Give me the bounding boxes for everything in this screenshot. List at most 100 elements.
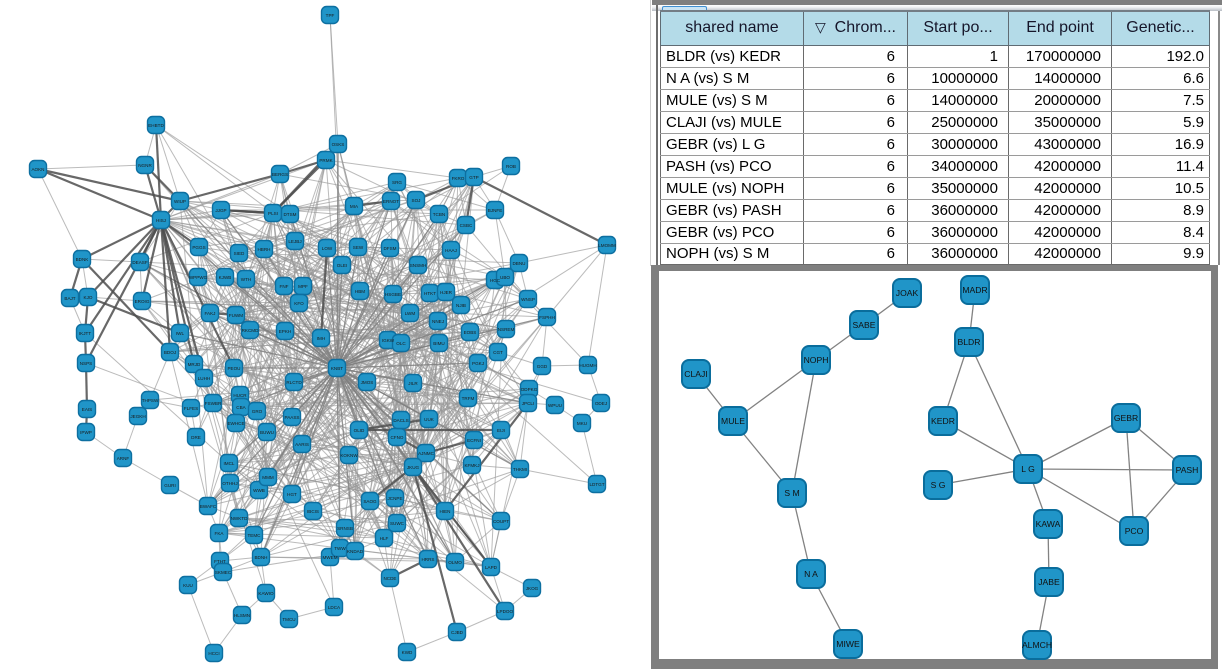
svg-text:WNSP: WNSP — [521, 297, 535, 302]
svg-text:DBNU: DBNU — [512, 261, 525, 266]
svg-text:BAJT: BAJT — [64, 296, 75, 301]
svg-text:EAIS: EAIS — [82, 407, 92, 412]
svg-text:PEOU: PEOU — [227, 366, 240, 371]
svg-text:SRG: SRG — [392, 180, 402, 185]
svg-text:NWKTD: NWKTD — [231, 516, 249, 521]
svg-text:FNF: FNF — [280, 284, 289, 289]
svg-text:LPDOO: LPDOO — [497, 609, 514, 614]
svg-text:NSPS: NSPS — [80, 361, 93, 366]
svg-text:KOKNW: KOKNW — [340, 453, 358, 458]
svg-text:HTKT: HTKT — [424, 291, 436, 296]
svg-text:DRE: DRE — [191, 435, 201, 440]
svg-text:ROB: ROB — [506, 164, 516, 169]
svg-text:SRNSB: SRNSB — [337, 526, 353, 531]
svg-text:N A: N A — [804, 569, 818, 579]
svg-text:NSREM: NSREM — [498, 327, 515, 332]
svg-text:GTP: GTP — [469, 175, 478, 180]
svg-text:AJNMC: AJNMC — [418, 451, 435, 456]
svg-text:FSWBR: FSWBR — [205, 401, 222, 406]
svg-text:FUWM: FUWM — [229, 313, 243, 318]
svg-text:JPCLI: JPCLI — [522, 401, 535, 406]
svg-text:KWD: KWD — [402, 650, 413, 655]
svg-text:ERNOT: ERNOT — [383, 199, 399, 204]
svg-text:HLF: HLF — [380, 536, 389, 541]
svg-text:JABE: JABE — [1038, 577, 1060, 587]
svg-text:IPWP: IPWP — [80, 430, 92, 435]
svg-text:UUK: UUK — [424, 417, 435, 422]
svg-text:MPF: MPF — [298, 284, 308, 289]
svg-text:KFO: KFO — [294, 301, 304, 306]
svg-text:HUGMH: HUGMH — [579, 363, 596, 368]
svg-text:CSBC: CSBC — [460, 223, 473, 228]
svg-text:MMM: MMM — [262, 475, 274, 480]
svg-text:BWAFC: BWAFC — [200, 504, 217, 509]
svg-text:FAKJ: FAKJ — [205, 311, 216, 316]
svg-text:PAASS: PAASS — [285, 415, 300, 420]
svg-text:HUCR: HUCR — [233, 393, 247, 398]
svg-text:JEGKH: JEGKH — [130, 414, 145, 419]
svg-text:EROIG: EROIG — [135, 299, 150, 304]
svg-text:FTHT: FTHT — [214, 559, 226, 564]
svg-text:GGD: GGD — [537, 364, 548, 369]
svg-text:FLFES: FLFES — [184, 406, 198, 411]
svg-text:JMOS: JMOS — [361, 380, 374, 385]
svg-text:OLC: OLC — [396, 341, 406, 346]
svg-text:CJBD: CJBD — [451, 630, 464, 635]
svg-text:ALMCH: ALMCH — [1022, 640, 1052, 650]
svg-text:BDNK: BDNK — [76, 257, 90, 262]
svg-text:BDOJ: BDOJ — [164, 350, 176, 355]
svg-text:BLDR: BLDR — [958, 337, 981, 347]
svg-text:PGGS: PGGS — [192, 245, 205, 250]
svg-text:KJWB: KJWB — [219, 275, 232, 280]
svg-text:ARNF: ARNF — [117, 456, 130, 461]
svg-text:THPSW: THPSW — [142, 398, 159, 403]
svg-text:JKOG: JKOG — [526, 586, 539, 591]
svg-text:HRRS: HRRS — [421, 557, 434, 562]
svg-text:LWM: LWM — [405, 311, 416, 316]
svg-text:EOBS: EOBS — [464, 330, 477, 335]
svg-text:KFMKJ: KFMKJ — [464, 463, 479, 468]
svg-text:DTSM: DTSM — [283, 212, 296, 217]
svg-text:LDCA: LDCA — [328, 605, 341, 610]
svg-text:SNSMH: SNSMH — [410, 263, 427, 268]
svg-text:TPF: TPF — [326, 13, 335, 18]
svg-text:WPPWG: WPPWG — [189, 275, 208, 280]
svg-text:DACLS: DACLS — [393, 418, 408, 423]
svg-text:EHBTD: EHBTD — [148, 123, 164, 128]
svg-text:HIEN: HIEN — [440, 509, 451, 514]
svg-text:ODPKG: ODPKG — [521, 387, 538, 392]
svg-text:HJER: HJER — [440, 290, 453, 295]
svg-text:HGT: HGT — [287, 492, 297, 497]
svg-text:MWEM: MWEM — [322, 555, 337, 560]
svg-text:CBA: CBA — [236, 405, 246, 410]
svg-text:HCCI: HCCI — [208, 651, 219, 656]
svg-text:BDNH: BDNH — [254, 555, 267, 560]
svg-text:FSPHH: FSPHH — [539, 315, 555, 320]
svg-text:TRFM: TRFM — [462, 396, 475, 401]
svg-text:TWW: TWW — [334, 546, 346, 551]
svg-text:KNBT: KNBT — [331, 366, 343, 371]
svg-text:JOAK: JOAK — [896, 288, 919, 298]
svg-text:S M: S M — [784, 488, 799, 498]
svg-text:HLSMN: HLSMN — [234, 613, 250, 618]
svg-text:JILR: JILR — [408, 381, 418, 386]
svg-text:MIA: MIA — [350, 204, 359, 209]
svg-text:LOW: LOW — [322, 246, 333, 251]
svg-text:HGC: HGC — [490, 278, 501, 283]
svg-text:EPKH: EPKH — [279, 329, 292, 334]
svg-text:SKMEC: SKMEC — [215, 570, 232, 575]
svg-text:ODEJ: ODEJ — [595, 401, 607, 406]
svg-text:MRJD: MRJD — [188, 362, 201, 367]
svg-text:FKRO: FKRO — [452, 176, 465, 181]
svg-text:SOJ: SOJ — [412, 198, 421, 203]
svg-text:GEBR: GEBR — [1114, 413, 1138, 423]
svg-text:MADR: MADR — [962, 285, 987, 295]
svg-text:IGKW: IGKW — [382, 338, 395, 343]
svg-text:SUWC: SUWC — [390, 521, 405, 526]
svg-text:IKJTT: IKJTT — [79, 331, 91, 336]
svg-text:PLSI: PLSI — [268, 211, 278, 216]
svg-text:OTHHJ: OTHHJ — [222, 481, 237, 486]
svg-text:FKA: FKA — [215, 531, 225, 536]
svg-text:LUHH: LUHH — [198, 376, 211, 381]
svg-text:NGNR: NGNR — [138, 163, 152, 168]
